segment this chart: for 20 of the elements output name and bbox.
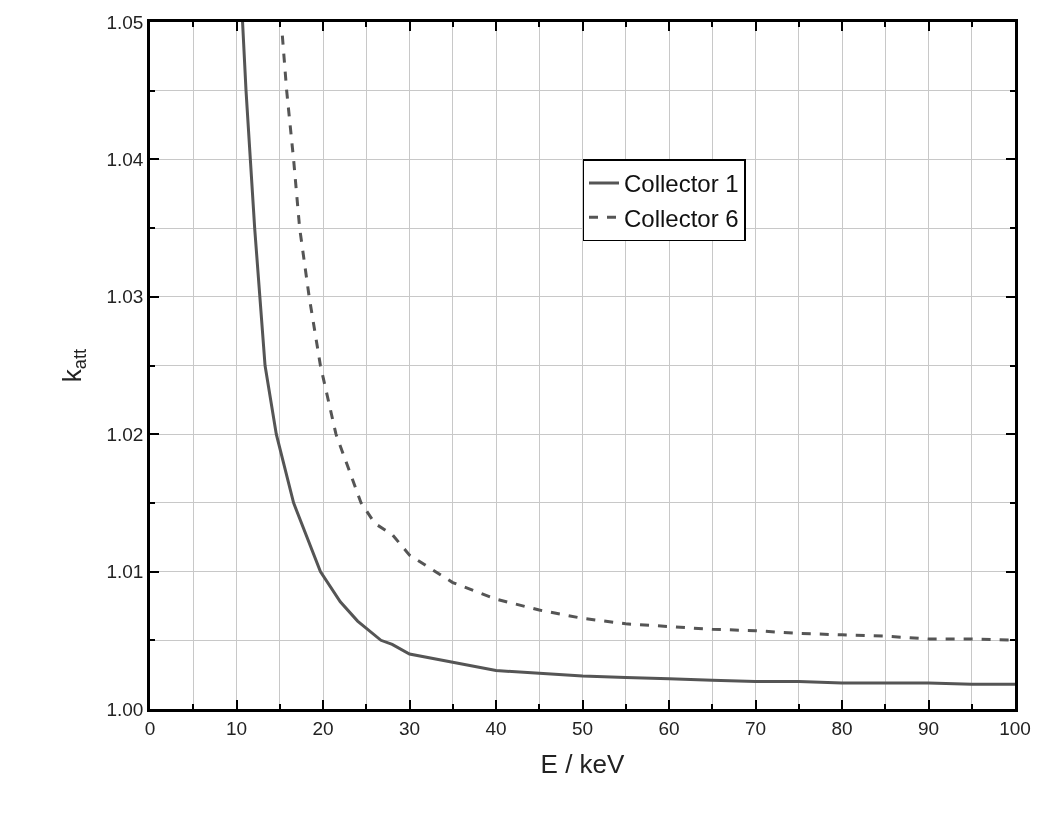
x-axis-title: E / keV	[540, 749, 626, 780]
x-tick-label: 40	[485, 717, 507, 739]
x-tick-label: 20	[312, 717, 334, 739]
x-tick-label: 50	[571, 717, 594, 739]
y-tick-label: 1.02	[106, 423, 144, 445]
x-tick-label: 90	[917, 717, 940, 739]
x-tick-label: 30	[398, 717, 421, 739]
y-tick-label: 1.01	[106, 561, 144, 583]
x-tick-label: 0	[144, 717, 156, 739]
y-tick-label: 1.04	[106, 149, 144, 171]
x-tick-label: 100	[999, 717, 1031, 739]
x-tick-label: 10	[225, 717, 248, 739]
y-tick-label: 1.05	[106, 11, 144, 33]
y-tick-label: 1.03	[106, 286, 144, 308]
x-tick-label: 60	[658, 717, 680, 739]
x-tick-label: 70	[744, 717, 767, 739]
x-tick-label: 80	[831, 717, 853, 739]
y-tick-label: 1.00	[106, 698, 144, 720]
legend-label: Collector 1	[624, 170, 739, 198]
legend-label: Collector 6	[624, 204, 739, 232]
